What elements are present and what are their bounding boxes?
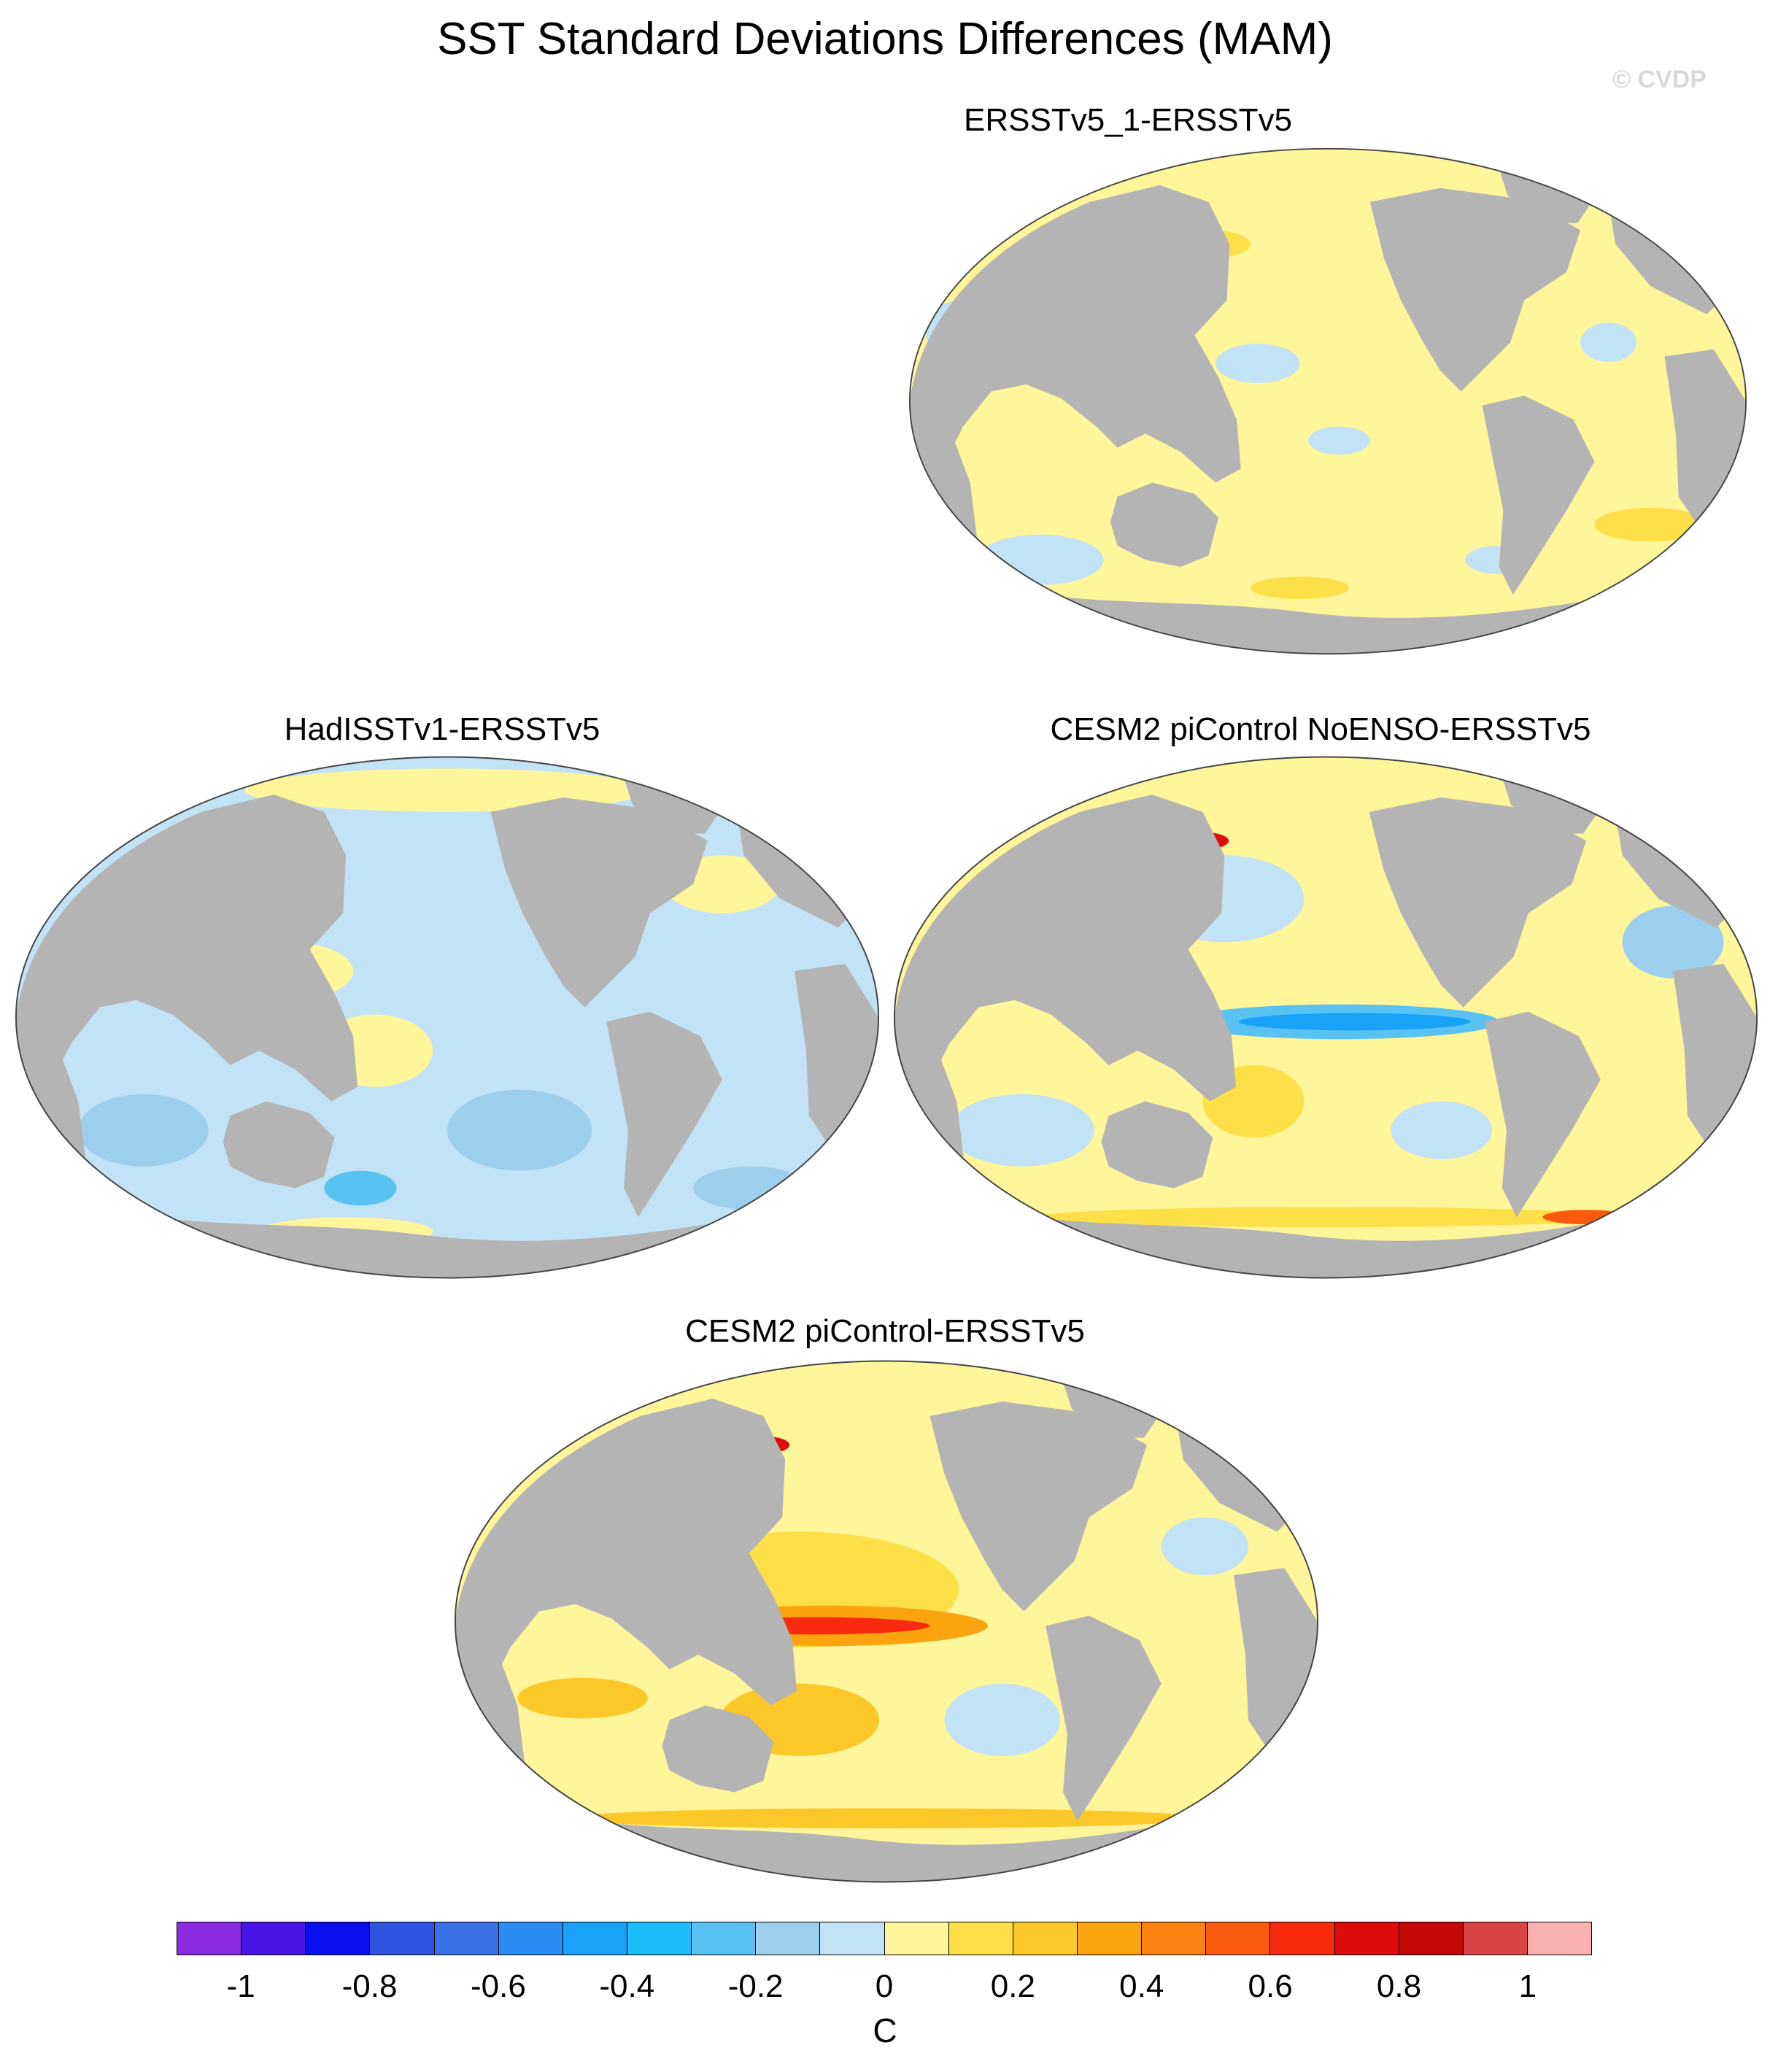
- colorbar-swatch: [692, 1922, 757, 1955]
- panel-title-cesm2: CESM2 piControl-ERSSTv5: [685, 1313, 1085, 1349]
- colorbar-swatch: [306, 1922, 371, 1955]
- colorbar-tick-label: -0.8: [341, 1968, 398, 2004]
- colorbar-tick-label: -0.4: [599, 1968, 655, 2004]
- colorbar-swatch: [948, 1922, 1013, 1955]
- panel-title-cesm2-noenso: CESM2 piControl NoENSO-ERSSTv5: [1050, 711, 1591, 747]
- colorbar-tick-label: 0.2: [990, 1968, 1035, 2004]
- colorbar-swatch: [498, 1922, 563, 1955]
- map-cesm2-noenso: [893, 756, 1758, 1279]
- colorbar-swatch: [1077, 1922, 1143, 1955]
- colorbar-tick-label: -1: [226, 1968, 255, 2004]
- colorbar-tick-label: -0.2: [727, 1968, 784, 2004]
- panel-title-ersstv5-1: ERSSTv5_1-ERSSTv5: [964, 102, 1292, 138]
- colorbar-swatch: [241, 1922, 306, 1955]
- colorbar-swatch: [820, 1922, 885, 1955]
- colorbar-swatch: [1206, 1922, 1271, 1955]
- colorbar-swatch: [1013, 1922, 1078, 1955]
- colorbar-tick-label: 0: [875, 1968, 894, 2004]
- colorbar-swatch: [563, 1922, 627, 1955]
- colorbar-swatch: [370, 1922, 435, 1955]
- colorbar-tick-label: 0.4: [1119, 1968, 1164, 2004]
- colorbar-tick-label: 0.6: [1248, 1968, 1293, 2004]
- colorbar-swatch: [1399, 1922, 1464, 1955]
- colorbar-swatch: [1463, 1922, 1528, 1955]
- colorbar-swatch: [627, 1922, 692, 1955]
- colorbar-swatch: [756, 1922, 821, 1955]
- colorbar-tick-label: -0.6: [470, 1968, 526, 2004]
- colorbar-swatch: [1527, 1922, 1592, 1955]
- map-cesm2: [454, 1360, 1319, 1883]
- map-hadisst: [15, 756, 880, 1279]
- colorbar-tick-label: 1: [1518, 1968, 1537, 2004]
- panel-title-hadisst: HadISSTv1-ERSSTv5: [284, 711, 600, 747]
- colorbar-swatch: [884, 1922, 949, 1955]
- colorbar: [177, 1922, 1592, 1955]
- map-ersstv5-1: [908, 147, 1747, 655]
- figure-title: SST Standard Deviations Differences (MAM…: [437, 14, 1333, 64]
- colorbar-swatch: [1142, 1922, 1207, 1955]
- colorbar-swatch: [177, 1922, 242, 1955]
- colorbar-unit: C: [873, 2011, 897, 2049]
- colorbar-swatch: [434, 1922, 499, 1955]
- colorbar-swatch: [1270, 1922, 1335, 1955]
- watermark: © CVDP: [1612, 66, 1707, 93]
- colorbar-swatch: [1334, 1922, 1399, 1955]
- colorbar-tick-label: 0.8: [1376, 1968, 1422, 2004]
